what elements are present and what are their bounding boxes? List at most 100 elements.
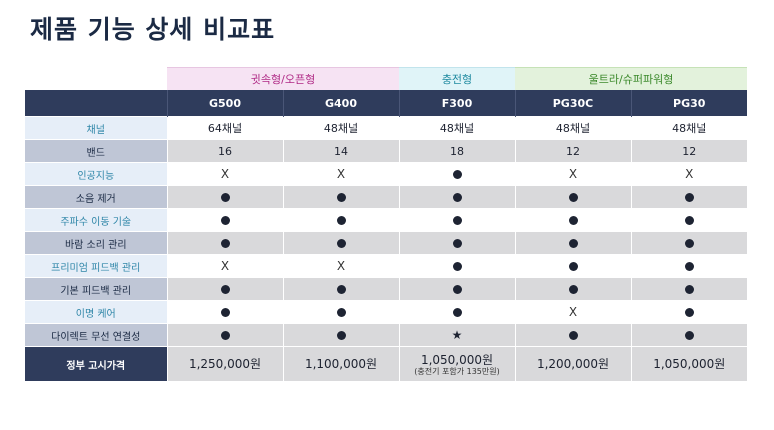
x-mark-icon: X bbox=[220, 259, 230, 273]
filled-circle-icon bbox=[452, 216, 462, 225]
feature-label: 기본 피드백 관리 bbox=[25, 277, 167, 301]
star-icon: ★ bbox=[451, 328, 463, 342]
price-row: 정부 고시가격 1,250,000원 1,100,000원 1,050,000원 (충전… bbox=[25, 346, 748, 381]
price-value: 1,200,000원 bbox=[514, 346, 631, 381]
filled-circle-icon bbox=[452, 170, 462, 179]
model-header: PG30C bbox=[514, 90, 631, 117]
supported-dot-icon bbox=[166, 231, 283, 255]
filled-circle-icon bbox=[336, 331, 346, 340]
supported-dot-icon bbox=[166, 185, 283, 209]
cell-value: 48채널 bbox=[630, 116, 748, 140]
supported-dot-icon bbox=[630, 208, 748, 232]
group-header-empty bbox=[25, 67, 167, 90]
not-supported-x-icon: X bbox=[514, 300, 631, 324]
filled-circle-icon bbox=[684, 216, 694, 225]
supported-dot-icon bbox=[398, 254, 515, 278]
price-amount: 1,050,000원 bbox=[653, 357, 726, 371]
supported-dot-icon bbox=[514, 231, 631, 255]
supported-dot-icon bbox=[398, 185, 515, 209]
table-row: 채널 64채널 48채널 48채널 48채널 48채널 bbox=[25, 116, 748, 140]
price-amount: 1,200,000원 bbox=[536, 357, 610, 371]
supported-dot-icon bbox=[514, 323, 631, 347]
x-mark-icon: X bbox=[568, 305, 578, 319]
table-row: 소음 제거 bbox=[25, 185, 748, 209]
table-row: 인공지능 X X X X bbox=[25, 162, 748, 186]
filled-circle-icon bbox=[568, 193, 578, 202]
cell-value: 12 bbox=[630, 139, 748, 163]
x-mark-icon: X bbox=[220, 167, 230, 181]
x-mark-icon: X bbox=[685, 167, 694, 181]
supported-dot-icon bbox=[630, 300, 748, 324]
price-amount: 1,250,000원 bbox=[188, 357, 262, 371]
filled-circle-icon bbox=[452, 193, 462, 202]
filled-circle-icon bbox=[336, 193, 346, 202]
filled-circle-icon bbox=[336, 216, 346, 225]
filled-circle-icon bbox=[568, 239, 578, 248]
group-in-ear-open: 귓속형/오픈형 bbox=[167, 67, 399, 90]
supported-dot-icon bbox=[282, 323, 399, 347]
not-supported-x-icon: X bbox=[166, 254, 283, 278]
cell-value: 18 bbox=[398, 139, 515, 163]
cell-value: 12 bbox=[514, 139, 631, 163]
filled-circle-icon bbox=[220, 331, 230, 340]
filled-circle-icon bbox=[220, 216, 230, 225]
group-ultra-superpower: 울트라/슈퍼파워형 bbox=[515, 67, 748, 90]
table-row: 이명 케어 X bbox=[25, 300, 748, 324]
x-mark-icon: X bbox=[336, 259, 346, 273]
supported-dot-icon bbox=[282, 300, 399, 324]
supported-dot-icon bbox=[282, 277, 399, 301]
not-supported-x-icon: X bbox=[166, 162, 283, 186]
comparison-table: 귓속형/오픈형 충전형 울트라/슈퍼파워형 G500 G400 F300 PG3… bbox=[25, 67, 748, 381]
price-value: 1,100,000원 bbox=[282, 346, 399, 381]
model-header: PG30 bbox=[630, 90, 748, 117]
supported-dot-icon bbox=[398, 300, 515, 324]
table-row: 다이렉트 무선 연결성 ★ bbox=[25, 323, 748, 347]
cell-value: 64채널 bbox=[166, 116, 283, 140]
cell-value: 48채널 bbox=[282, 116, 399, 140]
filled-circle-icon bbox=[220, 193, 230, 202]
supported-dot-icon bbox=[166, 277, 283, 301]
supported-dot-icon bbox=[630, 323, 748, 347]
filled-circle-icon bbox=[220, 239, 230, 248]
price-label: 정부 고시가격 bbox=[25, 346, 167, 381]
supported-dot-icon bbox=[398, 162, 515, 186]
filled-circle-icon bbox=[452, 308, 462, 317]
filled-circle-icon bbox=[452, 239, 462, 248]
supported-dot-icon bbox=[166, 300, 283, 324]
filled-circle-icon bbox=[220, 308, 230, 317]
price-value: 1,050,000원 (충전기 포함가 135만원) bbox=[398, 346, 515, 381]
feature-label: 소음 제거 bbox=[25, 185, 167, 209]
cell-value: 14 bbox=[282, 139, 399, 163]
supported-dot-icon bbox=[398, 277, 515, 301]
feature-label: 인공지능 bbox=[25, 162, 167, 186]
filled-circle-icon bbox=[684, 285, 694, 294]
supported-dot-icon bbox=[166, 208, 283, 232]
price-amount: 1,100,000원 bbox=[304, 357, 378, 371]
supported-dot-icon bbox=[282, 208, 399, 232]
x-mark-icon: X bbox=[568, 167, 578, 181]
supported-dot-icon bbox=[514, 208, 631, 232]
supported-dot-icon bbox=[398, 231, 515, 255]
supported-dot-icon bbox=[630, 277, 748, 301]
feature-label: 다이렉트 무선 연결성 bbox=[25, 323, 167, 347]
not-supported-x-icon: X bbox=[630, 162, 748, 186]
table-row: 바람 소리 관리 bbox=[25, 231, 748, 255]
supported-dot-icon bbox=[630, 185, 748, 209]
not-supported-x-icon: X bbox=[514, 162, 631, 186]
model-header: G500 bbox=[166, 90, 283, 117]
price-value: 1,050,000원 bbox=[630, 346, 748, 381]
group-header-row: 귓속형/오픈형 충전형 울트라/슈퍼파워형 bbox=[25, 67, 748, 90]
table-row: 주파수 이동 기술 bbox=[25, 208, 748, 232]
supported-dot-icon bbox=[282, 185, 399, 209]
filled-circle-icon bbox=[568, 216, 578, 225]
filled-circle-icon bbox=[684, 331, 694, 340]
filled-circle-icon bbox=[452, 285, 462, 294]
page-title: 제품 기능 상세 비교표 bbox=[30, 15, 276, 44]
feature-label: 주파수 이동 기술 bbox=[25, 208, 167, 232]
model-header-corner bbox=[25, 90, 167, 117]
feature-label: 채널 bbox=[25, 116, 167, 140]
feature-label: 바람 소리 관리 bbox=[25, 231, 167, 255]
cell-value: 16 bbox=[166, 139, 283, 163]
supported-dot-icon bbox=[514, 185, 631, 209]
filled-circle-icon bbox=[684, 262, 694, 271]
